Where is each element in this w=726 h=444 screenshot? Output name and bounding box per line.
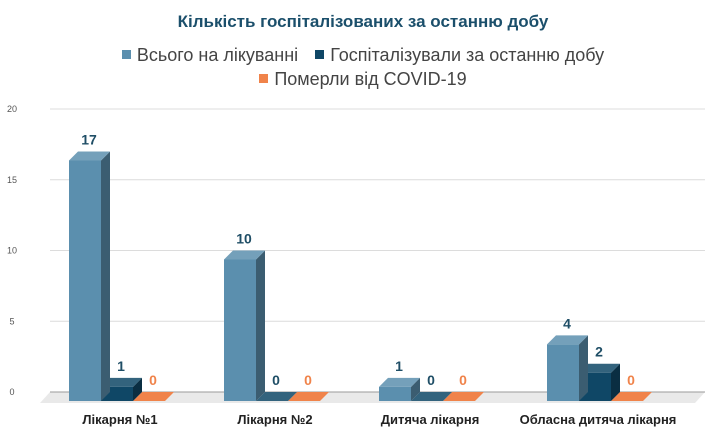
data-label: 0 [459, 372, 467, 388]
y-tick-label: 5 [9, 316, 14, 326]
chart-floor [40, 392, 705, 403]
bar-side [579, 335, 588, 401]
legend-swatch-total [121, 50, 131, 59]
bar-top [133, 392, 174, 401]
data-label: 0 [627, 372, 635, 388]
data-label: 17 [81, 131, 97, 147]
bar-top [379, 377, 420, 387]
bar-top [288, 392, 329, 401]
y-tick-label: 0 [9, 387, 14, 397]
bar-front [547, 344, 579, 401]
bar-top [611, 392, 652, 401]
bar-side [611, 363, 620, 401]
y-tick-label: 10 [7, 246, 17, 256]
legend-label-died: Померли від COVID-19 [274, 69, 467, 89]
bar-front [224, 259, 256, 401]
bar-side [101, 151, 110, 401]
bar-top [101, 377, 142, 387]
y-tick-label: 15 [7, 175, 17, 185]
data-label: 0 [304, 372, 312, 388]
legend-swatch-hospitalized [315, 50, 325, 59]
bar-side [256, 250, 265, 401]
bar-top [224, 250, 265, 260]
bar-front [69, 160, 101, 401]
data-label: 1 [395, 358, 403, 374]
legend-item-total: Всього на лікуванні [121, 43, 299, 67]
x-category-label: Дитяча лікарня [381, 412, 480, 427]
bar-top [443, 392, 484, 401]
legend-item-died: Померли від COVID-19 [259, 67, 467, 91]
x-category-label: Лікарня №2 [237, 412, 312, 427]
legend-label-hospitalized: Госпіталізували за останню добу [330, 45, 605, 65]
y-tick-label: 20 [7, 104, 17, 114]
bar-top [579, 363, 620, 373]
data-label: 2 [595, 344, 603, 360]
bar-top [69, 151, 110, 161]
bar-top [256, 392, 297, 401]
data-label: 0 [427, 372, 435, 388]
chart-legend: Всього на лікуванні Госпіталізували за о… [0, 43, 726, 91]
x-category-label: Лікарня №1 [82, 412, 157, 427]
bar-side [133, 377, 142, 401]
chart-title: Кількість госпіталізованих за останню до… [177, 12, 549, 31]
data-label: 10 [236, 231, 252, 247]
bar-top [547, 335, 588, 345]
data-label: 0 [149, 372, 157, 388]
bar-front [379, 386, 411, 401]
data-label: 0 [272, 372, 280, 388]
legend-swatch-died [259, 74, 269, 83]
legend-item-hospitalized: Госпіталізували за останню добу [315, 43, 604, 67]
data-label: 1 [117, 358, 125, 374]
bar-top [411, 392, 452, 401]
bar-side [411, 377, 420, 401]
x-category-label: Обласна дитяча лікарня [520, 412, 677, 427]
data-label: 4 [563, 315, 571, 331]
legend-label-total: Всього на лікуванні [136, 45, 299, 65]
